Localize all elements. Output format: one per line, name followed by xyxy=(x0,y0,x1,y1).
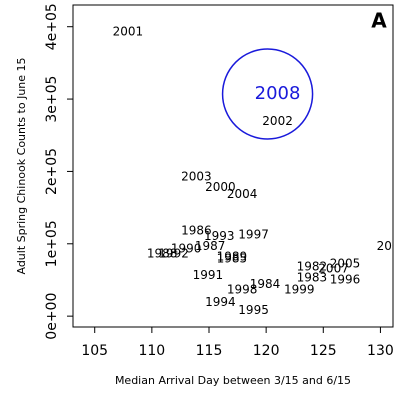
point-label: 2003 xyxy=(181,170,212,184)
plot-frame xyxy=(72,4,394,328)
point-label: 1986 xyxy=(181,223,212,237)
x-tick-label: 115 xyxy=(196,343,223,359)
point-label: 2001 xyxy=(113,24,144,38)
x-tick-label: 130 xyxy=(367,343,394,359)
point-label: 1984 xyxy=(250,277,281,291)
point-label: 1993 xyxy=(204,229,235,243)
point-label: 2000 xyxy=(205,180,236,194)
point-label: 1998 xyxy=(227,283,258,297)
point-label: 1989 xyxy=(217,249,248,263)
point-label: 1987 xyxy=(195,239,226,253)
point-label: 2002 xyxy=(262,114,293,128)
x-tick-label: 110 xyxy=(138,343,165,359)
point-label: 1992 xyxy=(158,246,189,260)
y-tick-label: 2e+05 xyxy=(44,148,60,195)
point-label: 2007 xyxy=(318,262,349,276)
point-label: 2006 xyxy=(377,239,400,253)
x-tick-label: 125 xyxy=(310,343,337,359)
x-axis-title: Median Arrival Day between 3/15 and 6/15 xyxy=(115,374,351,387)
point-label: 1982 xyxy=(297,259,328,273)
point-label: 2004 xyxy=(227,187,258,201)
annotation: 2008 xyxy=(255,83,301,104)
point-label: 1983 xyxy=(297,270,328,284)
y-tick-label: 4e+05 xyxy=(44,3,60,50)
panel-label: A xyxy=(371,9,387,33)
y-tick-label: 1e+05 xyxy=(44,220,60,267)
y-tick-label: 0e+00 xyxy=(44,293,60,340)
x-tick-label: 105 xyxy=(81,343,108,359)
y-axis-title: Adult Spring Chinook Counts to June 15 xyxy=(15,57,28,274)
y-tick-label: 3e+05 xyxy=(44,76,60,123)
x-tick-label: 120 xyxy=(253,343,280,359)
point-label: 1996 xyxy=(330,272,361,286)
point-label: 1991 xyxy=(193,268,224,282)
point-label: 2005 xyxy=(330,257,361,271)
point-label: 1995 xyxy=(238,303,269,317)
point-label: 1994 xyxy=(205,295,236,309)
point-label: 1999 xyxy=(284,283,315,297)
point-label: 1985 xyxy=(217,251,248,265)
point-label: 1988 xyxy=(147,246,178,260)
point-label: 1990 xyxy=(171,241,202,255)
highlight-circle xyxy=(221,48,314,140)
point-label: 1997 xyxy=(238,228,269,242)
